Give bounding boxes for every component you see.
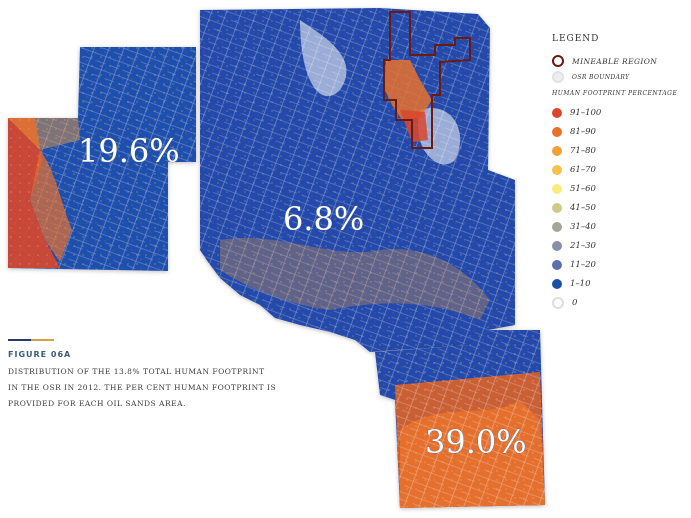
legend-item-mineable-region: MINEABLE REGION [552, 53, 688, 69]
legend-range-item: 0 [552, 293, 688, 312]
legend-subtitle: HUMAN FOOTPRINT PERCENTAGE [552, 90, 678, 97]
legend-range-label: 11–20 [570, 259, 596, 270]
legend-color-swatch-icon [552, 221, 562, 232]
legend-range-item: 21–30 [552, 236, 688, 255]
central-area-percentage: 6.8% [283, 200, 364, 238]
legend-color-swatch-icon [552, 126, 562, 137]
legend-range-label: 51–60 [570, 183, 596, 194]
legend-range-label: 71–80 [570, 145, 596, 156]
legend-range-item: 71–80 [552, 141, 688, 160]
legend-color-swatch-icon [552, 259, 562, 270]
west-oil-sands-area [8, 47, 196, 271]
caption-divider [8, 339, 54, 341]
legend-title: LEGEND [552, 34, 600, 44]
south-oil-sands-area [375, 330, 545, 508]
mineable-region-outline [383, 11, 471, 149]
south-area-percentage: 39.0% [425, 423, 527, 461]
legend-range-label: 31–40 [570, 221, 596, 232]
central-oil-sands-area [200, 8, 515, 352]
legend-range-item: 51–60 [552, 179, 688, 198]
figure-description: DISTRIBUTION OF THE 13.8% TOTAL HUMAN FO… [8, 367, 277, 408]
legend-label-mineable-region: MINEABLE REGION [572, 56, 658, 66]
figure-label: FIGURE 06A [8, 350, 72, 359]
legend-color-swatch-icon [552, 296, 564, 309]
map-legend: LEGEND MINEABLE REGION OSR BOUNDARY HUMA… [552, 34, 688, 312]
legend-color-swatch-icon [552, 183, 562, 194]
legend-range-label: 91–100 [570, 107, 602, 118]
legend-range-item: 41–50 [552, 198, 688, 217]
legend-item-osr-boundary: OSR BOUNDARY [552, 69, 688, 85]
west-area-percentage: 19.6% [78, 132, 180, 170]
legend-label-osr-boundary: OSR BOUNDARY [572, 73, 630, 81]
legend-range-label: 0 [572, 297, 578, 308]
legend-range-label: 21–30 [570, 240, 596, 251]
legend-range-item: 1–10 [552, 274, 688, 293]
legend-range-item: 91–100 [552, 103, 688, 122]
legend-range-item: 11–20 [552, 255, 688, 274]
legend-range-item: 31–40 [552, 217, 688, 236]
legend-color-swatch-icon [552, 145, 562, 156]
legend-color-swatch-icon [552, 278, 562, 289]
legend-color-swatch-icon [552, 164, 562, 175]
legend-range-list: 91–100 81–90 71–80 61–70 51–60 41–50 31–40 21–3… [552, 103, 688, 312]
figure-caption: FIGURE 06A DISTRIBUTION OF THE 13.8% TOT… [8, 339, 278, 412]
mineable-region-swatch-icon [552, 55, 564, 67]
legend-color-swatch-icon [552, 202, 562, 213]
legend-color-swatch-icon [552, 240, 562, 251]
legend-range-label: 41–50 [570, 202, 596, 213]
legend-color-swatch-icon [552, 107, 562, 118]
legend-range-item: 61–70 [552, 160, 688, 179]
legend-range-label: 81–90 [570, 126, 596, 137]
legend-range-label: 1–10 [570, 278, 591, 289]
legend-range-label: 61–70 [570, 164, 596, 175]
legend-range-item: 81–90 [552, 122, 688, 141]
osr-boundary-swatch-icon [552, 71, 564, 83]
